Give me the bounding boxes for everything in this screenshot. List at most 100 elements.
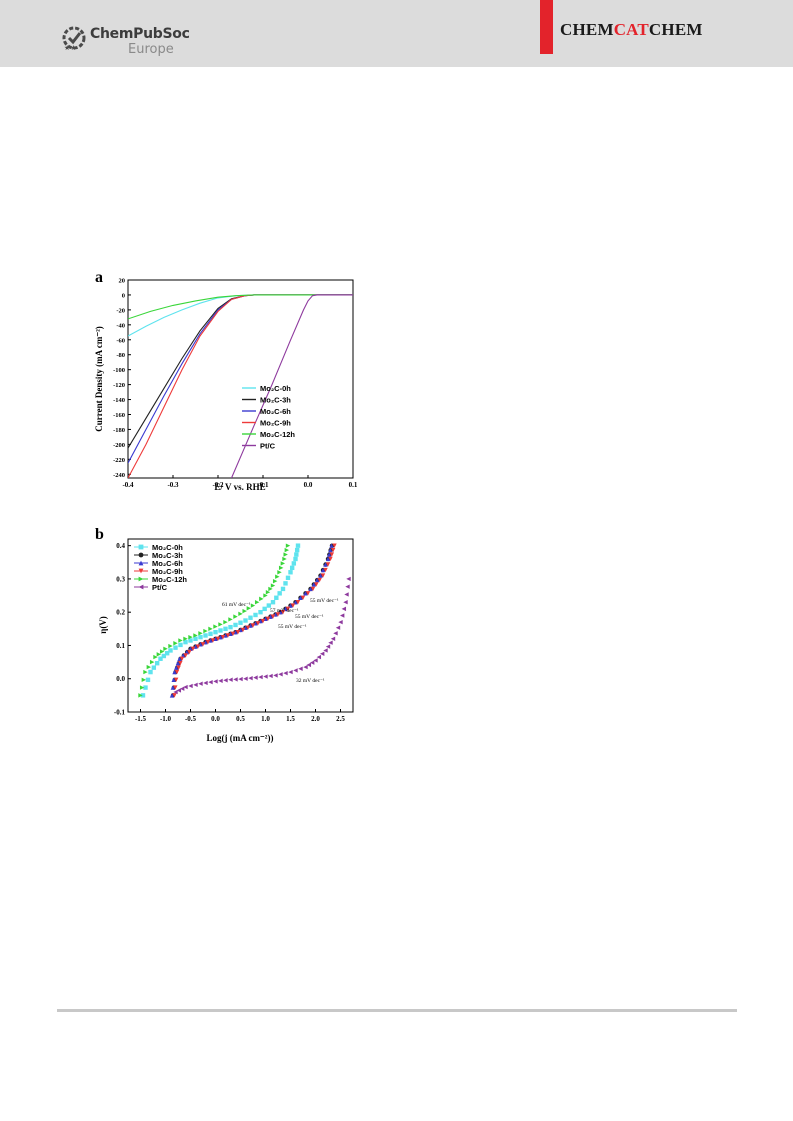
data-point-mo-c-9h — [174, 669, 180, 675]
data-point-mo-c-12h — [233, 614, 238, 619]
x-tick-label: 2.0 — [311, 715, 320, 723]
x-tick-label: -0.4 — [122, 481, 134, 489]
data-point-pt-c — [338, 619, 343, 625]
data-point-mo-c-0h — [218, 628, 223, 633]
footer-rule — [57, 1009, 737, 1012]
data-point-mo-c-9h — [320, 573, 326, 578]
y-tick-label: 20 — [119, 278, 126, 285]
legend-label-mo-c-0h: Mo₂C-0h — [152, 543, 183, 552]
data-point-pt-c — [179, 686, 185, 691]
legend-marker — [138, 584, 144, 590]
annotation-slope-3h: 55 mV dec⁻¹ — [310, 598, 339, 604]
legend-label-mo-c-6h: Mo₂C-6h — [260, 407, 291, 416]
data-point-mo-c-12h — [159, 649, 165, 654]
journal-title-part2: CAT — [613, 20, 649, 39]
data-point-mo-c-6h — [169, 693, 175, 698]
data-point-mo-c-6h — [173, 665, 179, 670]
data-point-mo-c-0h — [208, 631, 213, 637]
data-point-mo-c-6h — [314, 577, 320, 583]
x-tick-label: -0.5 — [185, 715, 197, 723]
series-line-mo-c-9h — [128, 294, 353, 478]
data-point-pt-c — [248, 675, 253, 681]
data-point-mo-c-9h — [210, 638, 216, 643]
data-point-mo-c-0h — [277, 591, 282, 596]
data-point-mo-c-6h — [320, 567, 326, 573]
x-tick-label: -0.3 — [167, 481, 179, 489]
annotation-slope-ptc: 32 mV dec⁻¹ — [296, 678, 325, 684]
data-point-pt-c — [278, 672, 283, 677]
y-tick-label: -220 — [113, 457, 125, 464]
data-point-mo-c-9h — [330, 547, 336, 553]
data-point-mo-c-0h — [183, 639, 188, 645]
data-point-mo-c-9h — [173, 685, 178, 690]
y-tick-label: -120 — [113, 382, 125, 389]
data-point-mo-c-12h — [143, 669, 148, 675]
series-lines — [128, 294, 353, 478]
data-point-pt-c — [176, 688, 182, 693]
data-point-pt-c — [303, 664, 308, 670]
data-point-mo-c-12h — [268, 586, 273, 592]
data-point-mo-c-9h — [310, 586, 316, 592]
y-tick-labels: -0.1 0.0 0.1 0.2 0.3 0.4 — [114, 542, 131, 717]
data-point-pt-c — [218, 678, 223, 684]
y-tick-label: 0.2 — [116, 609, 125, 617]
data-point-mo-c-12h — [238, 611, 243, 617]
data-point-mo-c-0h — [266, 603, 272, 608]
data-point-mo-c-0h — [213, 629, 218, 635]
data-point-mo-c-6h — [288, 603, 293, 608]
data-point-pt-c — [263, 674, 268, 679]
data-point-mo-c-6h — [308, 586, 313, 592]
data-point-mo-c-9h — [300, 595, 306, 600]
data-point-pt-c — [238, 676, 243, 682]
data-point-pt-c — [343, 600, 348, 605]
data-point-pt-c — [208, 679, 213, 685]
data-point-mo-c-9h — [260, 618, 266, 624]
data-point-mo-c-6h — [329, 543, 334, 548]
data-point-mo-c-9h — [280, 609, 286, 615]
data-point-mo-c-12h — [265, 590, 271, 595]
annotation-slope-6h: 55 mV dec⁻¹ — [278, 624, 307, 630]
data-point-pt-c — [306, 662, 312, 668]
data-point-mo-c-12h — [138, 693, 143, 698]
legend-label-mo-c-0h: Mo₂C-0h — [260, 384, 291, 393]
y-tick-label: -40 — [116, 322, 125, 329]
data-point-pt-c — [223, 678, 228, 683]
x-tick-label: 0.0 — [304, 481, 313, 489]
data-point-mo-c-12h — [193, 633, 198, 638]
svg-text:★★: ★★ — [64, 44, 77, 50]
data-point-pt-c — [253, 675, 258, 680]
data-point-pt-c — [193, 682, 198, 688]
data-point-pt-c — [183, 684, 188, 690]
data-point-mo-c-9h — [255, 621, 261, 626]
data-point-mo-c-9h — [215, 636, 221, 642]
data-point-mo-c-12h — [242, 608, 247, 614]
x-axis-label: E/ V vs. RHE — [214, 482, 265, 492]
data-point-mo-c-0h — [248, 615, 253, 620]
legend-label-mo-c-9h: Mo₂C-9h — [152, 567, 183, 576]
x-tick-label: -1.5 — [135, 715, 147, 723]
data-point-mo-c-0h — [280, 586, 286, 592]
plot-frame — [127, 279, 354, 479]
data-point-pt-c — [258, 674, 263, 680]
data-point-mo-c-9h — [329, 552, 335, 557]
series-line-mo-c-6h — [128, 294, 353, 464]
data-point-mo-c-12h — [141, 677, 147, 683]
data-point-mo-c-12h — [156, 652, 162, 657]
data-point-mo-c-12h — [173, 641, 178, 646]
y-tick-label: -180 — [113, 427, 125, 434]
data-point-pt-c — [298, 666, 303, 671]
x-tick-label: 2.5 — [336, 715, 345, 723]
data-point-mo-c-0h — [151, 665, 157, 670]
data-point-pt-c — [173, 689, 178, 695]
data-point-mo-c-6h — [323, 562, 328, 567]
data-point-mo-c-0h — [168, 648, 173, 653]
data-point-mo-c-9h — [328, 556, 333, 562]
legend-label-pt-c: Pt/C — [260, 441, 276, 450]
data-point-pt-c — [345, 584, 350, 589]
data-point-mo-c-6h — [170, 685, 176, 690]
data-point-mo-c-12h — [213, 624, 218, 629]
panel-label-b: b — [95, 526, 104, 543]
data-point-pt-c — [346, 576, 351, 582]
